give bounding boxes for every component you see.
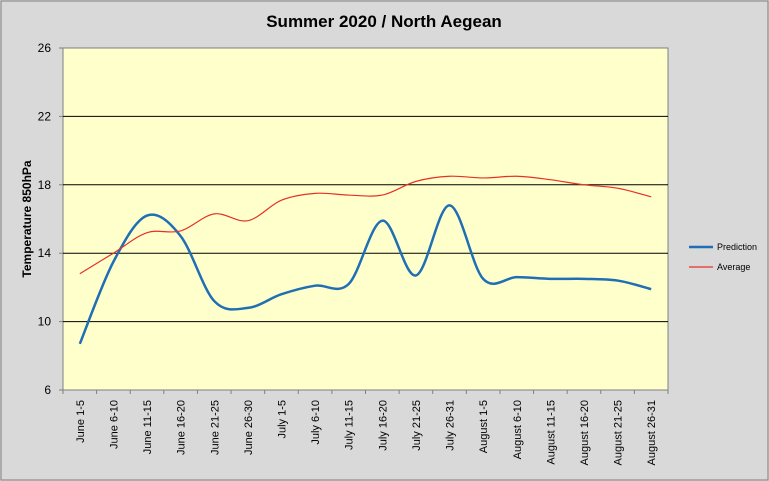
x-tick-label: August 11-15	[545, 400, 557, 465]
x-axis-tick-labels: June 1-5 June 6-10 June 11-15 June 16-20 Jun…	[75, 400, 658, 465]
legend-label-average: Average	[717, 262, 750, 272]
y-tick-label: 6	[44, 383, 51, 397]
series-line-average	[79, 175, 652, 275]
series-line-prediction	[78, 204, 652, 345]
x-tick-label: July 6-10	[310, 400, 322, 445]
y-axis-title: Temperature 850hPa	[20, 160, 34, 277]
y-tick-label: 14	[38, 246, 52, 260]
x-tick-label: June 11-15	[142, 400, 154, 454]
legend: Prediction Average	[689, 242, 757, 272]
x-tick-label: July 26-31	[445, 400, 457, 451]
x-tick-label: July 1-5	[276, 400, 288, 439]
x-tick-label: August 1-5	[478, 400, 490, 453]
x-tick-label: July 16-20	[377, 400, 389, 451]
x-tick-label: July 11-15	[344, 400, 356, 450]
x-axis-tick-marks	[62, 390, 669, 394]
x-tick-label: June 16-20	[176, 400, 188, 455]
y-tick-label: 26	[38, 41, 52, 55]
y-tick-label: 22	[38, 109, 52, 123]
plot-area	[62, 47, 669, 391]
x-tick-label: June 21-25	[209, 400, 221, 455]
x-tick-label: August 6-10	[512, 400, 524, 459]
x-tick-label: August 21-25	[613, 400, 625, 465]
x-tick-label: July 21-25	[411, 400, 423, 451]
x-tick-label: June 26-30	[243, 400, 255, 455]
series-lines	[78, 175, 652, 345]
y-axis-tick-labels: 6 10 14 18 22 26	[38, 41, 52, 397]
legend-label-prediction: Prediction	[717, 242, 757, 252]
y-tick-label: 10	[38, 315, 52, 329]
x-tick-label: June 1-5	[75, 400, 87, 443]
y-tick-label: 18	[38, 178, 52, 192]
x-tick-label: June 6-10	[108, 400, 120, 449]
chart-title: Summer 2020 / North Aegean	[266, 12, 502, 31]
x-tick-label: August 26-31	[646, 400, 658, 465]
gridlines	[59, 47, 668, 391]
x-tick-label: August 16-20	[579, 400, 591, 465]
